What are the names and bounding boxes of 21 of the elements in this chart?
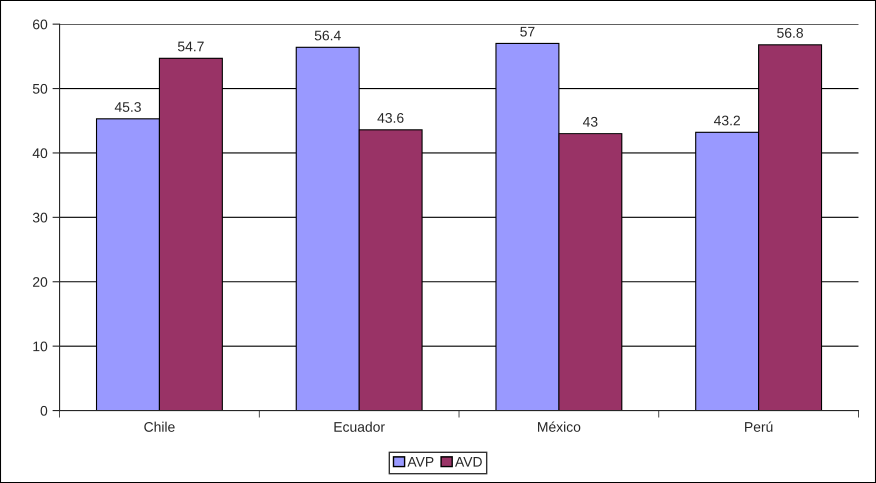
- data-label: 43.2: [714, 116, 740, 126]
- data-label: 56.8: [777, 28, 803, 38]
- legend-label: AVD: [455, 457, 482, 467]
- x-tick-label: Chile: [144, 422, 175, 432]
- x-tick-label: México: [538, 422, 580, 432]
- data-label: 54.7: [178, 42, 204, 52]
- data-label: 45.3: [114, 102, 141, 112]
- x-tick-label: Perú: [745, 422, 772, 432]
- y-tick-label: 0: [40, 406, 48, 416]
- y-tick-label: 60: [33, 19, 48, 30]
- legend-label: AVP: [407, 457, 434, 467]
- y-tick-label: 50: [32, 84, 48, 94]
- y-tick-label: 30: [32, 212, 48, 223]
- data-label: 56.4: [314, 30, 341, 40]
- y-tick-label: 40: [32, 148, 48, 158]
- data-label: 43.6: [377, 113, 404, 123]
- x-tick-label: Ecuador: [334, 422, 385, 432]
- data-label: 43: [582, 116, 598, 127]
- y-tick-label: 20: [33, 277, 48, 287]
- data-label: 57: [520, 26, 534, 37]
- y-tick-label: 10: [33, 341, 48, 352]
